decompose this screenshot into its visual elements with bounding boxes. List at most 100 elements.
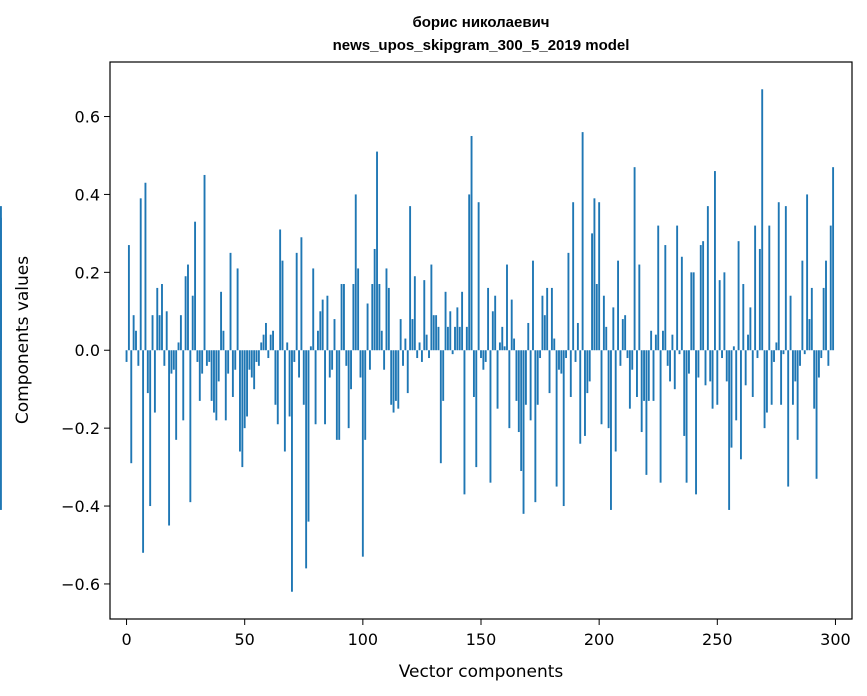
bar-203	[605, 326, 608, 351]
bar-101	[364, 350, 367, 440]
bar-13	[156, 287, 159, 351]
bar-181	[553, 338, 556, 351]
bar-32	[201, 350, 204, 374]
bar-231	[671, 334, 674, 351]
bar-104	[371, 284, 374, 351]
bar-178	[546, 287, 549, 351]
bar-70	[291, 350, 293, 592]
bar-5	[137, 350, 140, 366]
bar-71	[293, 350, 296, 362]
bar-100	[361, 350, 364, 557]
bar-79	[312, 268, 315, 351]
bar-20	[172, 350, 175, 370]
bar-155	[491, 311, 494, 351]
bar-226	[659, 350, 662, 483]
chart-subtitle: news_upos_skipgram_300_5_2019 model	[333, 37, 630, 54]
bar-69	[288, 350, 291, 417]
bar-141	[458, 326, 461, 351]
bar-275	[775, 342, 778, 351]
bar-116	[399, 319, 402, 351]
bar-223	[652, 350, 655, 401]
bar-208	[617, 260, 619, 351]
bar-206	[612, 307, 615, 351]
bar-298	[829, 225, 832, 351]
bar-0	[125, 350, 128, 362]
bar-249	[714, 171, 716, 351]
bar-207	[614, 350, 617, 452]
bar-299	[832, 167, 835, 351]
bar-248	[711, 350, 714, 409]
bar-204	[607, 350, 610, 429]
bar-72	[295, 252, 298, 351]
bar-135	[444, 291, 447, 351]
bar-160	[503, 346, 506, 351]
y-tick-label: 0.2	[75, 263, 100, 282]
bar-288	[806, 194, 809, 351]
bar-136	[446, 326, 449, 351]
bar-61	[269, 334, 272, 351]
bar-64	[276, 350, 279, 425]
y-tick-label: −0.4	[61, 497, 100, 516]
x-axis-ticks: 0 50 100 150 200 250 300	[121, 619, 851, 649]
bar-227	[662, 330, 664, 351]
bar-166	[517, 350, 520, 433]
bar-215	[633, 167, 636, 351]
bar-146	[470, 136, 473, 351]
bar-30	[196, 350, 199, 362]
bar-222	[650, 330, 653, 351]
bar-89	[335, 350, 338, 440]
bar-98	[357, 268, 360, 351]
x-tick-label: 150	[466, 630, 497, 649]
bar-140	[456, 307, 459, 351]
bar-290	[810, 287, 813, 351]
bar-176	[541, 295, 544, 351]
bar-193	[581, 132, 584, 351]
bar-114	[394, 350, 397, 401]
bar-293	[817, 350, 820, 378]
bar-74	[300, 237, 303, 351]
bar-138	[451, 350, 454, 355]
bar-151	[482, 350, 485, 370]
bar-239	[690, 272, 693, 351]
bar-243	[699, 245, 702, 351]
bar-31	[198, 350, 201, 401]
bar-272	[768, 225, 771, 351]
bar-170	[527, 322, 530, 351]
bar-252	[721, 350, 723, 359]
bar-142	[461, 291, 464, 351]
bar-106	[376, 151, 378, 351]
bar-68	[286, 342, 289, 351]
bar-78	[309, 346, 312, 351]
bar-238	[688, 350, 690, 374]
bar-278	[782, 350, 785, 355]
bar-153	[487, 287, 490, 351]
bar-18	[168, 350, 171, 526]
bar-197	[591, 233, 594, 351]
bar-265	[751, 350, 754, 397]
x-tick-label: 250	[702, 630, 733, 649]
bar-144	[465, 326, 468, 351]
bar-236	[683, 350, 686, 436]
bar-113	[392, 350, 395, 413]
bar-119	[406, 350, 409, 394]
bar-217	[638, 264, 641, 351]
bar-213	[628, 350, 631, 409]
bar-73	[298, 350, 300, 378]
bar-195	[586, 350, 589, 394]
bar-270	[763, 350, 766, 429]
chart-title: борис николаевич	[412, 14, 549, 31]
bar-286	[801, 260, 804, 351]
bar-220	[645, 350, 648, 475]
bar-218	[640, 350, 643, 433]
bar-21	[175, 350, 178, 440]
bar-235	[680, 256, 683, 351]
bar-190	[574, 350, 577, 362]
bar-4	[135, 330, 137, 351]
bar-132	[437, 326, 440, 351]
bar-91	[340, 284, 343, 351]
bar-26	[187, 264, 189, 351]
bar-224	[654, 334, 657, 351]
bar-247	[709, 350, 712, 382]
bar-103	[368, 350, 371, 370]
bar-84	[324, 350, 326, 425]
